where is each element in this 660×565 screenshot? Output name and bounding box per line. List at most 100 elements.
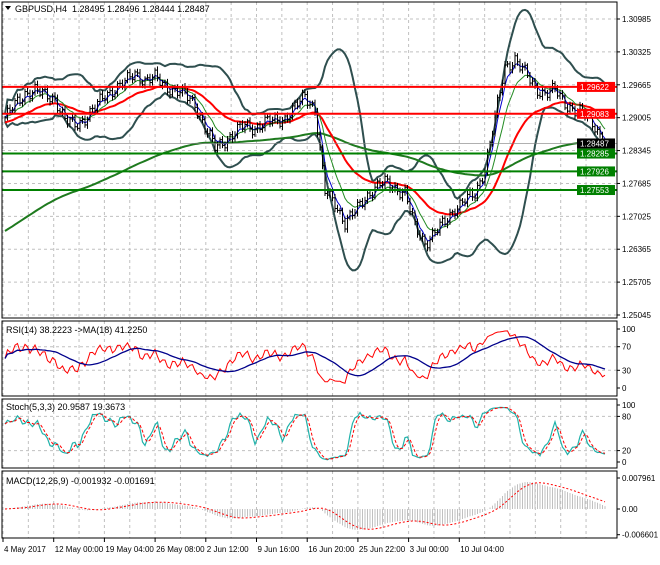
- price-bar: [74, 113, 77, 131]
- price-bar: [27, 87, 30, 96]
- price-bar: [504, 61, 507, 88]
- stoch-signal-line: [4, 406, 606, 460]
- y-tick-label: 0.007961: [622, 474, 656, 483]
- price-bar: [149, 73, 152, 87]
- price-bar: [252, 124, 255, 139]
- y-tick-label: 1.27025: [622, 212, 651, 221]
- y-tick-label: 80: [622, 412, 631, 421]
- macd-panel[interactable]: [4, 481, 606, 530]
- price-bar: [477, 181, 480, 202]
- price-bar: [39, 86, 42, 98]
- rsi-line: [4, 330, 606, 384]
- price-bar: [574, 105, 577, 120]
- price-bar: [127, 69, 130, 84]
- x-tick-label: 25 Jun 22:00: [359, 545, 406, 554]
- price-bar: [527, 63, 530, 79]
- price-bar: [189, 95, 192, 104]
- collapse-triangle-icon[interactable]: [5, 6, 11, 10]
- price-bar: [384, 172, 387, 189]
- price-bar: [159, 73, 162, 88]
- price-bar: [299, 97, 302, 109]
- price-bar: [417, 218, 420, 238]
- price-bar: [147, 74, 150, 81]
- symbol-timeframe: GBPUSD,H4: [15, 4, 67, 14]
- price-bar: [242, 120, 245, 132]
- level-label: 1.29622: [580, 83, 609, 92]
- price-bar: [319, 131, 322, 151]
- price-bar: [524, 61, 527, 71]
- price-bar: [342, 207, 345, 224]
- price-bar: [379, 177, 382, 189]
- price-bar: [474, 193, 477, 202]
- price-bar: [409, 197, 412, 216]
- price-bar: [429, 235, 432, 252]
- price-bar: [559, 89, 562, 100]
- price-bar: [312, 100, 315, 107]
- price-bar: [269, 112, 272, 128]
- ma-long-line: [4, 132, 605, 232]
- price-bar: [169, 88, 172, 99]
- level-label-bg: [577, 108, 615, 119]
- price-bar: [444, 215, 447, 227]
- price-bar: [82, 115, 85, 124]
- y-tick-label: 70: [622, 343, 631, 352]
- price-bar: [464, 198, 467, 207]
- price-bar: [482, 177, 485, 185]
- price-bar: [547, 90, 550, 101]
- price-bar: [247, 118, 250, 128]
- price-bar: [237, 121, 240, 139]
- price-bar: [262, 123, 265, 133]
- price-bar: [79, 118, 82, 133]
- bollinger-upper-band: [4, 8, 606, 200]
- price-bar: [259, 121, 262, 133]
- price-bar: [492, 130, 495, 147]
- price-bar: [437, 228, 440, 236]
- price-bar: [102, 90, 105, 102]
- price-bar: [19, 93, 22, 106]
- price-bar: [317, 107, 320, 138]
- price-bar: [562, 90, 565, 100]
- price-bar: [442, 215, 445, 226]
- rsi-title: RSI(14) 38.2223 ->MA(18) 41.2250: [6, 325, 147, 335]
- ohlc-values: 1.28495 1.28496 1.28444 1.28487: [72, 4, 210, 14]
- price-bar: [244, 120, 247, 134]
- price-bar: [134, 69, 137, 82]
- level-label-bg: [577, 148, 615, 159]
- price-bar: [344, 217, 347, 233]
- price-bar: [424, 234, 427, 247]
- y-tick-label: -0.006601: [622, 531, 659, 540]
- price-bar: [374, 183, 377, 200]
- price-bar: [507, 61, 510, 68]
- price-bar: [4, 115, 7, 122]
- price-bar: [347, 214, 350, 233]
- price-bar: [124, 77, 127, 92]
- x-tick-label: 26 May 08:00: [156, 545, 205, 554]
- price-bar: [92, 104, 95, 113]
- stoch-panel[interactable]: [4, 406, 606, 461]
- y-tick-label: 1.27685: [622, 179, 651, 188]
- price-bar: [359, 199, 362, 207]
- price-bar: [309, 100, 312, 109]
- price-bar: [407, 184, 410, 205]
- price-bar: [367, 190, 370, 204]
- rsi-panel[interactable]: [4, 330, 606, 384]
- price-bar: [29, 89, 32, 103]
- price-bar: [152, 74, 155, 86]
- panel-frame: [1, 1, 618, 319]
- price-bar: [569, 101, 572, 115]
- price-bar: [272, 116, 275, 127]
- y-tick-label: 0.00: [622, 505, 638, 514]
- price-bar: [307, 90, 310, 109]
- price-bar: [594, 123, 597, 136]
- price-bar: [517, 53, 520, 66]
- price-bar: [539, 91, 542, 99]
- price-panel[interactable]: [2, 8, 617, 272]
- price-bar: [372, 191, 375, 202]
- price-bar: [232, 130, 235, 143]
- price-bar: [454, 208, 457, 220]
- price-bar: [224, 141, 227, 152]
- price-bar: [77, 123, 80, 131]
- price-bar: [157, 66, 160, 82]
- price-bar: [387, 174, 390, 182]
